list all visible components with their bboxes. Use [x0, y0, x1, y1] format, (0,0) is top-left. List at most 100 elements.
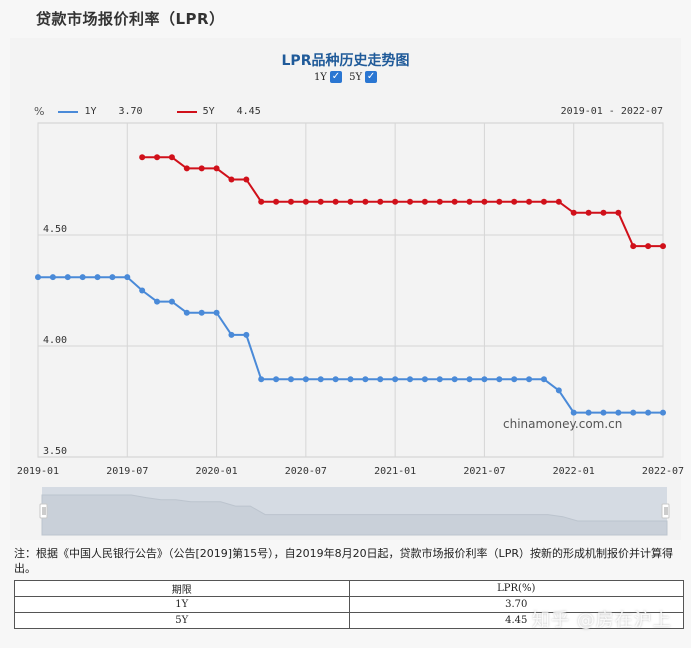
chart-legend: % 1Y 3.70 5Y 4.45	[34, 105, 295, 118]
data-point[interactable]	[154, 298, 161, 305]
data-point[interactable]	[540, 376, 547, 383]
checkbox-5y-icon[interactable]: ✓	[365, 71, 378, 83]
data-point[interactable]	[555, 387, 562, 394]
data-point[interactable]	[362, 198, 369, 205]
data-point[interactable]	[570, 209, 577, 216]
data-point[interactable]	[183, 165, 190, 172]
unit-label: %	[34, 105, 45, 118]
data-point[interactable]	[451, 198, 458, 205]
data-point[interactable]	[198, 165, 205, 172]
data-point[interactable]	[139, 154, 146, 161]
data-point[interactable]	[243, 331, 250, 338]
data-point[interactable]	[213, 309, 220, 316]
data-point[interactable]	[258, 198, 265, 205]
footnote: 注：根据《中国人民银行公告》（公告[2019]第15号），自2019年8月20日…	[14, 547, 673, 575]
data-point[interactable]	[362, 376, 369, 383]
data-point[interactable]	[64, 274, 71, 281]
data-point[interactable]	[421, 198, 428, 205]
legend-swatch-1y	[58, 110, 79, 113]
data-point[interactable]	[585, 209, 592, 216]
data-point[interactable]	[496, 376, 503, 383]
data-point[interactable]	[317, 198, 324, 205]
data-point[interactable]	[511, 376, 518, 383]
data-point[interactable]	[243, 176, 250, 183]
data-point[interactable]	[228, 331, 235, 338]
data-point[interactable]	[570, 409, 577, 416]
data-point[interactable]	[332, 198, 339, 205]
cell-term: 1Y	[14, 596, 350, 613]
x-tick-label: 2019-07	[106, 466, 148, 477]
data-point[interactable]	[392, 376, 399, 383]
data-point[interactable]	[317, 376, 324, 383]
data-point[interactable]	[481, 376, 488, 383]
data-point[interactable]	[407, 376, 414, 383]
data-point[interactable]	[496, 198, 503, 205]
data-point[interactable]	[154, 154, 161, 161]
data-point[interactable]	[615, 409, 622, 416]
data-point[interactable]	[630, 409, 637, 416]
x-tick-label: 2022-07	[642, 466, 684, 477]
data-point[interactable]	[49, 274, 56, 281]
data-point[interactable]	[436, 198, 443, 205]
data-point[interactable]	[258, 376, 265, 383]
data-point[interactable]	[228, 176, 235, 183]
data-point[interactable]	[213, 165, 220, 172]
legend-value-1y: 3.70	[118, 106, 143, 117]
toggle-1y-label: 1Y	[313, 71, 327, 83]
data-point[interactable]	[392, 198, 399, 205]
data-point[interactable]	[511, 198, 518, 205]
data-point[interactable]	[124, 274, 131, 281]
checkbox-1y-icon[interactable]: ✓	[329, 71, 342, 83]
data-point[interactable]	[79, 274, 86, 281]
data-point[interactable]	[287, 376, 294, 383]
data-point[interactable]	[466, 376, 473, 383]
data-point[interactable]	[526, 376, 533, 383]
data-point[interactable]	[660, 409, 666, 416]
data-point[interactable]	[94, 274, 101, 281]
data-point[interactable]	[630, 243, 637, 250]
data-point[interactable]	[377, 376, 384, 383]
data-point[interactable]	[660, 243, 666, 250]
toggle-5y[interactable]: 5Y ✓	[349, 71, 378, 83]
data-point[interactable]	[436, 376, 443, 383]
data-point[interactable]	[139, 287, 146, 294]
data-point[interactable]	[377, 198, 384, 205]
data-point[interactable]	[168, 154, 175, 161]
data-point[interactable]	[600, 409, 607, 416]
data-point[interactable]	[407, 198, 414, 205]
data-point[interactable]	[585, 409, 592, 416]
data-point[interactable]	[287, 198, 294, 205]
data-point[interactable]	[421, 376, 428, 383]
y-tick-label: 3.50	[43, 446, 67, 457]
data-point[interactable]	[615, 209, 622, 216]
data-point[interactable]	[168, 298, 175, 305]
data-point[interactable]	[645, 243, 652, 250]
data-point[interactable]	[347, 376, 354, 383]
data-point[interactable]	[481, 198, 488, 205]
cell-rate: 4.45	[348, 612, 684, 629]
data-point[interactable]	[645, 409, 652, 416]
data-point[interactable]	[35, 274, 41, 281]
series-5y	[139, 154, 666, 250]
x-tick-label: 2022-01	[553, 466, 595, 477]
data-point[interactable]	[600, 209, 607, 216]
toggle-1y[interactable]: 1Y ✓	[314, 71, 342, 83]
data-point[interactable]	[273, 376, 280, 383]
data-point[interactable]	[332, 376, 339, 383]
data-point[interactable]	[526, 198, 533, 205]
data-point[interactable]	[555, 198, 562, 205]
data-point[interactable]	[183, 309, 190, 316]
data-point[interactable]	[198, 309, 205, 316]
range-slider[interactable]	[39, 487, 670, 536]
data-point[interactable]	[302, 198, 309, 205]
data-point[interactable]	[540, 198, 547, 205]
data-point[interactable]	[109, 274, 116, 281]
toggle-5y-label: 5Y	[349, 71, 363, 83]
data-point[interactable]	[347, 198, 354, 205]
data-point[interactable]	[451, 376, 458, 383]
data-point[interactable]	[273, 198, 280, 205]
series-1y	[35, 274, 666, 416]
x-tick-label: 2020-01	[195, 466, 237, 477]
data-point[interactable]	[302, 376, 309, 383]
data-point[interactable]	[466, 198, 473, 205]
